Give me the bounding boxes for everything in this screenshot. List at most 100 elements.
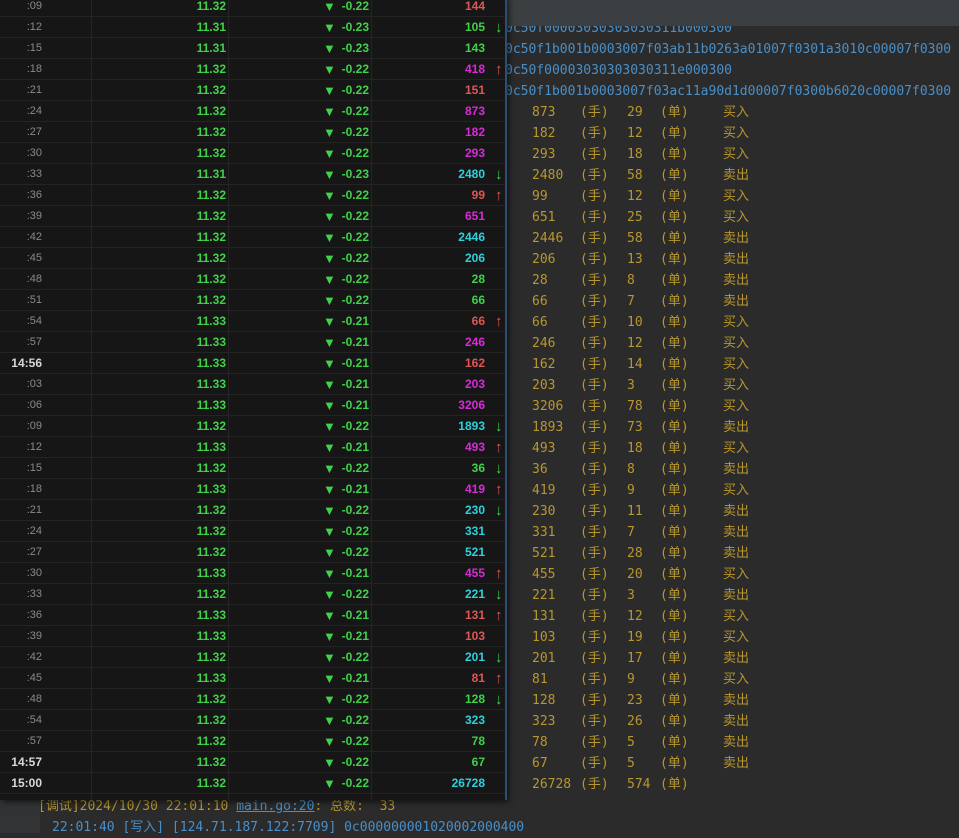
trade-orders: 10: [627, 315, 643, 330]
tick-detail-table[interactable]: :09 11.32 ▼ -0.22 144:12 11.31 ▼ -0.23 105 ↓:15 11…: [0, 0, 507, 800]
table-row[interactable]: :33 11.32 ▼ -0.22 221 ↓: [0, 584, 505, 605]
unit-order: (单): [660, 420, 689, 435]
down-triangle-icon: ▼: [323, 83, 336, 98]
table-row[interactable]: 15:00 11.32 ▼ -0.22 26728: [0, 773, 505, 794]
tick-change: -0.21: [341, 629, 369, 643]
tick-time: :30: [26, 147, 42, 159]
table-row[interactable]: :57 11.32 ▼ -0.22 78: [0, 731, 505, 752]
tick-volume: 144: [464, 0, 485, 13]
trade-volume: 206: [532, 252, 556, 267]
table-row[interactable]: :21 11.32 ▼ -0.22 151: [0, 80, 505, 101]
down-triangle-icon: ▼: [323, 104, 336, 119]
tick-price: 11.32: [196, 104, 226, 118]
tick-price: 11.32: [196, 419, 226, 433]
trade-side: 买入: [723, 315, 750, 330]
trade-side: 卖出: [723, 588, 750, 603]
tick-time: :48: [26, 273, 42, 285]
table-row[interactable]: :09 11.32 ▼ -0.22 1893 ↓: [0, 416, 505, 437]
table-row[interactable]: :09 11.32 ▼ -0.22 144: [0, 0, 505, 17]
table-row[interactable]: 14:57 11.32 ▼ -0.22 67: [0, 752, 505, 773]
down-triangle-icon: ▼: [323, 587, 336, 602]
trade-orders: 12: [627, 189, 643, 204]
tick-time: :21: [26, 84, 42, 96]
table-row[interactable]: :18 11.33 ▼ -0.21 419 ↑: [0, 479, 505, 500]
down-triangle-icon: ▼: [323, 608, 336, 623]
table-row[interactable]: :06 11.33 ▼ -0.21 3206: [0, 395, 505, 416]
table-row[interactable]: :33 11.31 ▼ -0.23 2480 ↓: [0, 164, 505, 185]
table-row[interactable]: :27 11.32 ▼ -0.22 521: [0, 542, 505, 563]
table-row[interactable]: :45 11.32 ▼ -0.22 206: [0, 248, 505, 269]
tick-price: 11.32: [196, 209, 226, 223]
unit-hand: (手): [580, 147, 609, 162]
tick-change: -0.22: [341, 692, 369, 706]
table-row[interactable]: :36 11.32 ▼ -0.22 99 ↑: [0, 185, 505, 206]
table-row[interactable]: :27 11.32 ▼ -0.22 182: [0, 122, 505, 143]
table-row[interactable]: :42 11.32 ▼ -0.22 201 ↓: [0, 647, 505, 668]
table-row[interactable]: :54 11.33 ▼ -0.21 66 ↑: [0, 311, 505, 332]
unit-hand: (手): [580, 315, 609, 330]
table-row[interactable]: :21 11.32 ▼ -0.22 230 ↓: [0, 500, 505, 521]
unit-order: (单): [660, 147, 689, 162]
table-row[interactable]: :48 11.32 ▼ -0.22 128 ↓: [0, 689, 505, 710]
table-row[interactable]: :15 11.32 ▼ -0.22 36 ↓: [0, 458, 505, 479]
tick-time: :12: [26, 21, 42, 33]
table-row[interactable]: :24 11.32 ▼ -0.22 873: [0, 101, 505, 122]
tick-time: :42: [26, 651, 42, 663]
down-triangle-icon: ▼: [323, 293, 336, 308]
table-row[interactable]: :30 11.32 ▼ -0.22 293: [0, 143, 505, 164]
tick-time: :27: [26, 546, 42, 558]
table-row[interactable]: :54 11.32 ▼ -0.22 323: [0, 710, 505, 731]
unit-order: (单): [660, 714, 689, 729]
down-triangle-icon: ▼: [323, 0, 336, 14]
table-row[interactable]: :03 11.33 ▼ -0.21 203: [0, 374, 505, 395]
tick-change: -0.23: [341, 167, 369, 181]
table-row[interactable]: :39 11.32 ▼ -0.22 651: [0, 206, 505, 227]
table-row[interactable]: :30 11.33 ▼ -0.21 455 ↑: [0, 563, 505, 584]
unit-order: (单): [660, 231, 689, 246]
trade-volume: 103: [532, 630, 556, 645]
table-row[interactable]: :51 11.32 ▼ -0.22 66: [0, 290, 505, 311]
unit-hand: (手): [580, 672, 609, 687]
unit-order: (单): [660, 357, 689, 372]
unit-order: (单): [660, 294, 689, 309]
trade-side: 买入: [723, 609, 750, 624]
tick-change: -0.21: [341, 314, 369, 328]
unit-hand: (手): [580, 399, 609, 414]
unit-order: (单): [660, 609, 689, 624]
table-row[interactable]: :48 11.32 ▼ -0.22 28: [0, 269, 505, 290]
tick-change: -0.22: [341, 146, 369, 160]
tick-volume: 131: [464, 608, 485, 622]
down-triangle-icon: ▼: [323, 734, 336, 749]
table-row[interactable]: :36 11.33 ▼ -0.21 131 ↑: [0, 605, 505, 626]
trade-orders: 9: [627, 483, 635, 498]
trade-orders: 12: [627, 336, 643, 351]
trade-side: 卖出: [723, 231, 750, 246]
trade-orders: 11: [627, 504, 643, 519]
trade-volume: 67: [532, 756, 548, 771]
table-row[interactable]: :45 11.33 ▼ -0.21 81 ↑: [0, 668, 505, 689]
write-log-line: 22:01:40 [写入] [124.71.187.122:7709] 0c00…: [52, 820, 525, 835]
tick-volume: 99: [471, 188, 485, 202]
table-row[interactable]: :12 11.31 ▼ -0.23 105 ↓: [0, 17, 505, 38]
down-triangle-icon: ▼: [323, 272, 336, 287]
table-row[interactable]: 14:56 11.33 ▼ -0.21 162: [0, 353, 505, 374]
source-link[interactable]: main.go:20: [236, 799, 315, 814]
tick-time: 14:56: [11, 356, 42, 370]
trade-volume: 331: [532, 525, 556, 540]
table-row[interactable]: :42 11.32 ▼ -0.22 2446: [0, 227, 505, 248]
table-row[interactable]: :12 11.33 ▼ -0.21 493 ↑: [0, 437, 505, 458]
tick-time: :18: [26, 63, 42, 75]
tick-volume: 293: [464, 146, 485, 160]
unit-order: (单): [660, 378, 689, 393]
table-row[interactable]: :24 11.32 ▼ -0.22 331: [0, 521, 505, 542]
trade-side: 买入: [723, 210, 750, 225]
trade-orders: 19: [627, 630, 643, 645]
table-row[interactable]: :39 11.33 ▼ -0.21 103: [0, 626, 505, 647]
tick-price: 11.32: [196, 755, 226, 769]
tick-change: -0.21: [341, 671, 369, 685]
tick-time: :12: [26, 441, 42, 453]
table-row[interactable]: :57 11.33 ▼ -0.21 246: [0, 332, 505, 353]
table-row[interactable]: :15 11.31 ▼ -0.23 143: [0, 38, 505, 59]
table-row[interactable]: :18 11.32 ▼ -0.22 418 ↑: [0, 59, 505, 80]
